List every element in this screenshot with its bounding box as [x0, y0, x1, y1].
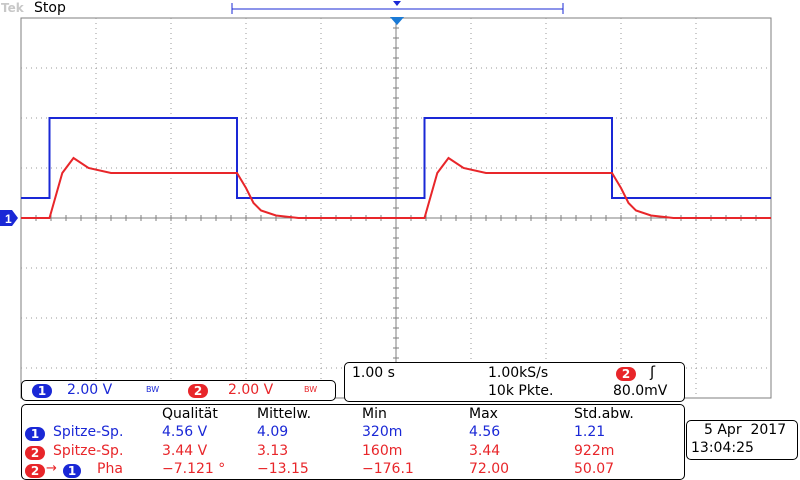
header-min: Min — [362, 406, 387, 422]
trigger-source-badge[interactable]: 2 — [616, 367, 636, 381]
waveform-ch2 — [21, 156, 771, 219]
meas3-min: −176.1 — [362, 461, 414, 477]
record-view-bar — [231, 1, 564, 14]
header-quality: Qualität — [162, 406, 218, 422]
trigger-position-marker-icon — [390, 17, 404, 25]
meas1-source-badge[interactable]: 1 — [25, 427, 45, 441]
meas3-value: −7.121 ° — [162, 461, 226, 477]
meas2-mean: 3.13 — [257, 443, 289, 459]
meas2-name[interactable]: Spitze-Sp. — [53, 443, 124, 459]
date: 5 Apr 2017 — [704, 422, 787, 438]
graticule-grid — [20, 17, 772, 399]
acquisition-status: Stop — [34, 0, 66, 16]
sample-rate: 1.00kS/s — [488, 365, 549, 381]
rising-edge-icon: ʃ — [650, 363, 656, 381]
measurement-panel[interactable]: Qualität Mittelw. Min Max Std.abw. 1 Spi… — [21, 404, 685, 480]
meas1-value: 4.56 V — [162, 424, 208, 440]
ch2-scale[interactable]: 2.00 V — [228, 382, 274, 398]
meas2-value: 3.44 V — [162, 443, 208, 459]
waveforms — [21, 117, 771, 219]
meas3-name[interactable]: Pha — [97, 461, 123, 477]
waveform-ch1 — [21, 117, 771, 199]
meas1-max: 4.56 — [469, 424, 501, 440]
meas3-source-badge[interactable]: 2 — [25, 464, 45, 478]
meas3-arrow-icon: → — [46, 461, 57, 476]
header-stddev: Std.abw. — [574, 406, 634, 422]
timebase[interactable]: 1.00 s — [352, 365, 395, 381]
meas2-stddev: 922m — [574, 443, 615, 459]
meas3-ref-badge[interactable]: 1 — [63, 464, 81, 478]
horizontal-trigger-panel[interactable]: 1.00 s 1.00kS/s 2 ʃ 10k Pkte. 80.0mV — [344, 362, 685, 402]
meas2-max: 3.44 — [469, 443, 501, 459]
header-max: Max — [469, 406, 498, 422]
brand-logo: Tek — [1, 1, 24, 15]
time: 13:04:25 — [691, 440, 754, 456]
ch2-badge[interactable]: 2 — [188, 384, 208, 398]
meas2-min: 160m — [362, 443, 403, 459]
trigger-level[interactable]: 80.0mV — [613, 383, 668, 399]
ch1-badge[interactable]: 1 — [32, 384, 52, 398]
meas1-min: 320m — [362, 424, 403, 440]
meas1-stddev: 1.21 — [574, 424, 606, 440]
meas3-max: 72.00 — [469, 461, 510, 477]
ch1-ground-marker[interactable]: 1 — [0, 210, 18, 226]
record-view-marker-icon — [393, 1, 401, 6]
meas3-mean: −13.15 — [257, 461, 309, 477]
ch1-scale[interactable]: 2.00 V — [67, 382, 113, 398]
ch2-bandwidth-limit: BW — [304, 385, 318, 394]
meas2-source-badge[interactable]: 2 — [25, 446, 45, 460]
record-length: 10k Pkte. — [488, 383, 554, 399]
meas3-stddev: 50.07 — [574, 461, 615, 477]
datetime-panel[interactable]: 5 Apr 2017 13:04:25 — [686, 420, 798, 460]
header-mean: Mittelw. — [257, 406, 312, 422]
meas1-mean: 4.09 — [257, 424, 289, 440]
ch1-ground-label: 1 — [5, 212, 12, 226]
meas1-name[interactable]: Spitze-Sp. — [53, 424, 124, 440]
channel-scale-panel[interactable]: 1 2.00 V BW 2 2.00 V BW — [21, 380, 336, 401]
ch1-bandwidth-limit: BW — [146, 385, 160, 394]
